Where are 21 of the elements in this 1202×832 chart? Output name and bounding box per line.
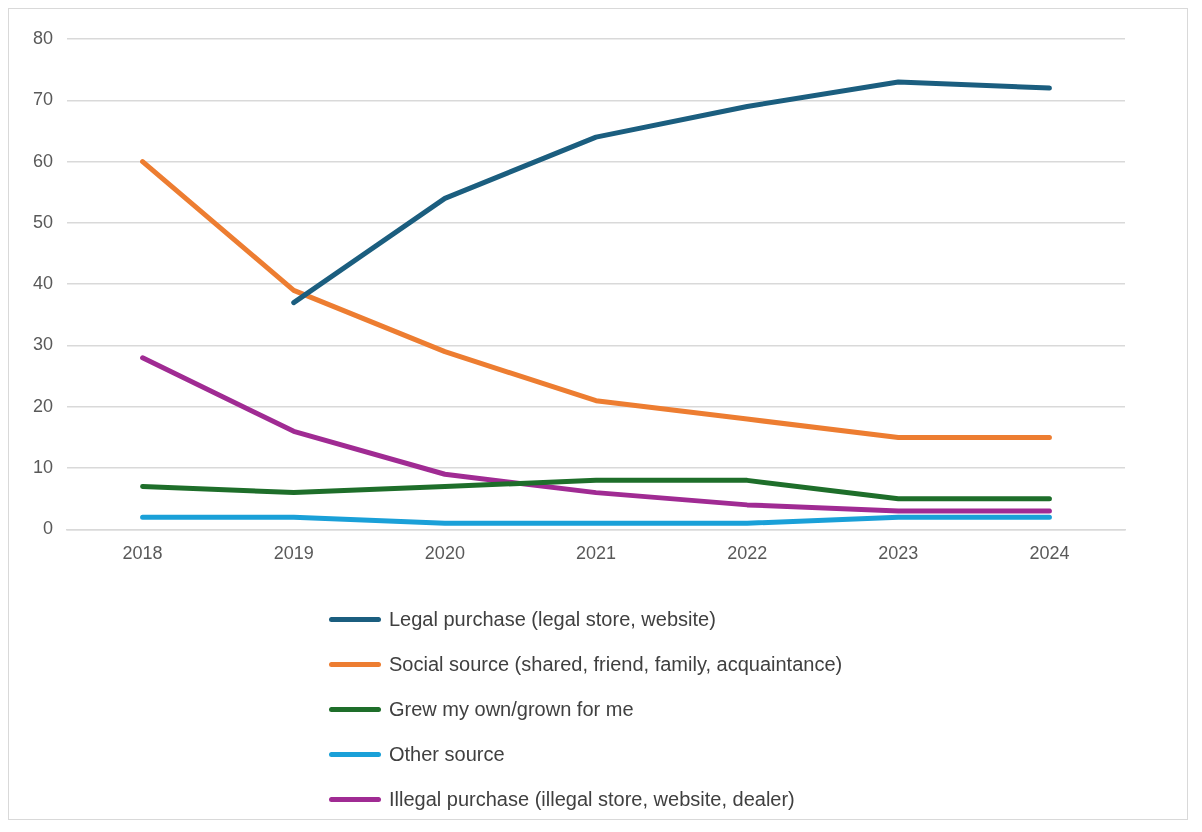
x-tick-label: 2020 — [424, 543, 465, 564]
y-tick-label: 10 — [32, 457, 54, 478]
y-tick-label: 40 — [32, 273, 54, 294]
x-tick-label: 2024 — [1029, 543, 1070, 564]
y-tick-label: 60 — [32, 150, 54, 171]
x-tick-label: 2019 — [273, 543, 314, 564]
y-tick-label: 30 — [32, 334, 54, 355]
y-tick-label: 70 — [32, 89, 54, 110]
legend-label: Other source — [389, 743, 505, 766]
legend-label: Legal purchase (legal store, website) — [389, 608, 716, 631]
y-tick-label: 50 — [32, 211, 54, 232]
y-tick-label: 20 — [32, 395, 54, 416]
x-tick-label: 2022 — [727, 543, 768, 564]
y-tick-label: 0 — [43, 518, 54, 539]
x-tick-label: 2023 — [878, 543, 919, 564]
y-tick-label: 80 — [32, 27, 54, 48]
legend-label: Illegal purchase (illegal store, website, dealer) — [389, 788, 795, 811]
legend-label: Grew my own/grown for me — [389, 698, 634, 721]
x-tick-label: 2018 — [122, 543, 163, 564]
x-tick-label: 2021 — [575, 543, 617, 564]
legend-label: Social source (shared, friend, family, acquaintance) — [389, 653, 843, 676]
